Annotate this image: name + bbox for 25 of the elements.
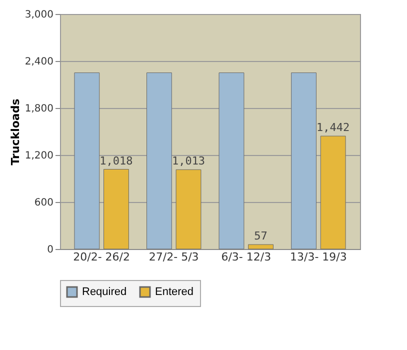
y-tick-label: 3,000 <box>24 10 54 20</box>
legend-label: Required <box>82 286 127 298</box>
data-label: 1,013 <box>172 154 206 168</box>
legend-label: Entered <box>155 286 194 298</box>
y-tick-label: 2,400 <box>24 56 54 68</box>
x-tick-label: 27/2- 5/3 <box>148 250 199 264</box>
y-tick-label: 0 <box>47 244 54 256</box>
y-tick-label: 600 <box>34 198 54 208</box>
x-tick-label: 6/3- 12/3 <box>221 250 272 264</box>
bar <box>218 72 244 250</box>
x-tick-label: 20/2- 26/2 <box>73 250 130 264</box>
bar <box>74 72 100 250</box>
bar <box>104 169 129 250</box>
bar <box>320 136 346 250</box>
bar <box>176 169 202 250</box>
bar <box>146 72 172 250</box>
y-tick-label: 1,200 <box>24 150 54 162</box>
x-tick-label: 13/3- 19/3 <box>290 250 347 264</box>
y-axis-title: Truckloads <box>8 98 22 166</box>
bar <box>291 72 316 250</box>
data-label: 57 <box>254 230 268 243</box>
data-label: 1,018 <box>100 154 133 168</box>
y-tick-label: 1,800 <box>24 104 54 114</box>
bar <box>248 244 274 250</box>
data-label: 1,442 <box>316 121 350 134</box>
